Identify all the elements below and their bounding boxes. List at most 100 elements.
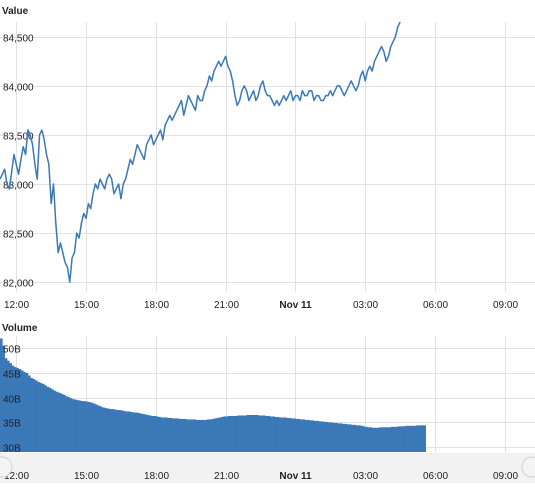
volume-bar	[141, 413, 145, 452]
volume-bar	[216, 417, 219, 452]
volume-bar	[151, 415, 154, 452]
volume-bar	[260, 415, 264, 452]
volume-bar	[174, 418, 178, 452]
y-tick-label: 45B	[3, 370, 21, 381]
volume-bar	[60, 393, 64, 452]
volume-bar	[162, 417, 166, 452]
volume-bar	[288, 417, 292, 452]
volume-bar	[153, 415, 157, 452]
volume-x-axis: 12:00 15:00 18:00 21:00 Nov 11 03:00 06:00 09:0…	[4, 471, 518, 482]
volume-bar	[41, 383, 45, 452]
volume-bar	[286, 417, 289, 452]
volume-bar	[204, 419, 208, 452]
volume-bar	[225, 416, 229, 452]
volume-bar	[169, 417, 173, 452]
volume-bar	[102, 407, 105, 452]
volume-bar	[334, 422, 338, 452]
volume-bar	[346, 424, 350, 452]
volume-bar	[404, 425, 408, 452]
volume-bar	[325, 421, 329, 452]
volume-bar	[86, 401, 89, 452]
volume-bar	[93, 403, 96, 452]
volume-bar	[297, 418, 301, 452]
volume-bar	[265, 415, 268, 452]
volume-bar	[148, 415, 152, 452]
volume-bar	[418, 425, 422, 452]
volume-bar	[188, 419, 192, 452]
x-tick-label: 12:00	[4, 471, 29, 482]
volume-bar	[295, 418, 299, 452]
volume-bar	[255, 414, 259, 452]
volume-bar	[300, 419, 303, 452]
volume-bar	[202, 419, 205, 452]
y-tick-label: 50B	[3, 345, 21, 356]
volume-bar	[423, 425, 426, 452]
volume-bar	[167, 417, 171, 452]
volume-bar	[223, 416, 226, 452]
volume-bar	[109, 409, 112, 452]
volume-bar	[176, 418, 180, 452]
volume-bar	[6, 360, 10, 452]
volume-bar	[118, 410, 122, 452]
volume-bar	[13, 367, 17, 452]
volume-bar	[48, 387, 52, 452]
value-panel-title: Value	[2, 6, 29, 17]
volume-bar	[407, 425, 410, 452]
volume-bar	[411, 425, 415, 452]
volume-bar	[383, 427, 387, 452]
volume-bar	[281, 417, 285, 452]
volume-bar	[46, 386, 50, 452]
volume-bar	[330, 422, 333, 452]
volume-bar	[76, 400, 80, 452]
volume-bar	[267, 415, 271, 452]
x-tick-label: 12:00	[4, 300, 29, 311]
volume-bar	[132, 412, 136, 452]
volume-bar	[37, 381, 40, 452]
volume-bar	[25, 373, 29, 452]
volume-bar	[195, 419, 199, 452]
volume-bar	[23, 372, 26, 452]
y-tick-label: 84,000	[3, 83, 34, 94]
volume-bar	[127, 411, 131, 452]
volume-bar	[355, 425, 359, 452]
volume-bar	[197, 419, 201, 452]
volume-bar	[332, 422, 336, 452]
volume-bar	[144, 414, 147, 452]
volume-bar	[372, 427, 375, 452]
volume-bar	[220, 416, 224, 452]
y-tick-label: 30B	[3, 444, 21, 455]
volume-bar	[258, 415, 261, 452]
x-tick-label: Nov 11	[279, 471, 312, 482]
volume-bar	[241, 415, 245, 452]
volume-bar	[348, 424, 352, 452]
circle-left-icon[interactable]	[0, 456, 13, 478]
volume-bar	[246, 414, 250, 452]
volume-bar	[69, 398, 73, 452]
volume-bar	[125, 411, 129, 452]
circle-right-icon[interactable]	[521, 456, 535, 478]
navigator-scrollbar[interactable]	[0, 453, 535, 483]
volume-bar	[251, 414, 254, 452]
volume-bar	[360, 425, 364, 452]
volume-bar	[341, 423, 345, 452]
volume-bar	[186, 419, 189, 452]
y-tick-label: 82,000	[3, 279, 34, 290]
volume-bar	[232, 415, 236, 452]
volume-bar	[386, 427, 389, 452]
volume-bar	[414, 425, 417, 452]
volume-bar	[237, 415, 240, 452]
y-tick-label: 82,500	[3, 230, 34, 241]
volume-bar	[323, 421, 326, 452]
y-tick-label: 40B	[3, 395, 21, 406]
value-y-axis: 82,000 82,500 83,000 83,500 84,000 84,500	[3, 34, 34, 290]
volume-bar	[11, 365, 15, 452]
volume-bar	[30, 377, 33, 452]
volume-bar	[27, 375, 31, 452]
value-series	[0, 21, 401, 283]
volume-bar	[18, 369, 22, 452]
volume-bar	[262, 415, 266, 452]
volume-bar	[53, 390, 57, 452]
volume-bar	[90, 402, 94, 452]
volume-bar	[181, 418, 185, 452]
volume-bar	[397, 426, 401, 452]
